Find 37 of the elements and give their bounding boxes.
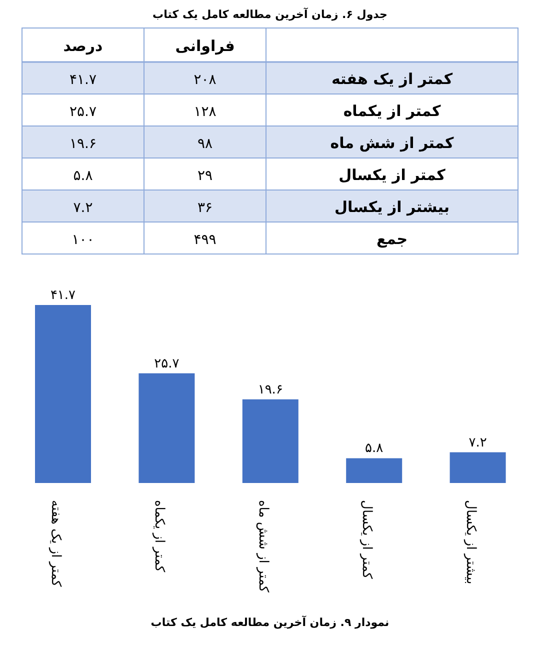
data-label: ۴۱.۷ bbox=[50, 288, 76, 303]
text: ۴۱.۷ bbox=[69, 72, 97, 88]
text: ۱۰۰ bbox=[72, 232, 94, 248]
x-tick-label: کمتر از یکماه bbox=[152, 500, 167, 573]
text: ۵.۸ bbox=[73, 168, 93, 184]
text: ۲۰۸ bbox=[194, 72, 216, 88]
bar bbox=[35, 305, 91, 483]
text: ۲۵.۷ bbox=[69, 104, 97, 120]
text: جدول ۶. زمان آخرین مطالعه کامل یک کتاب bbox=[152, 7, 388, 21]
text: ۱۹.۶ bbox=[69, 136, 97, 152]
x-tick-label: کمتر از یکسال bbox=[359, 500, 374, 580]
category-label: کمتر از یک هفته bbox=[331, 70, 453, 88]
category-label: فراوانی bbox=[175, 37, 235, 55]
text: نمودار ۹. زمان آخرین مطالعه کامل یک کتاب bbox=[150, 615, 390, 629]
data-label: ۷.۲ bbox=[468, 435, 487, 450]
text: ۲۹ bbox=[197, 168, 213, 184]
text: ۴۹۹ bbox=[194, 232, 216, 248]
bar bbox=[242, 399, 298, 483]
text: ۱۲۸ bbox=[194, 104, 216, 120]
x-tick-label: کمتر از شش ماه bbox=[255, 500, 270, 594]
x-tick-label: کمتر از یک هفته bbox=[48, 500, 63, 588]
bar bbox=[138, 373, 195, 483]
text: ۷.۲ bbox=[73, 200, 93, 216]
category-label: درصد bbox=[63, 37, 104, 55]
bar bbox=[346, 458, 402, 483]
category-label: کمتر از یکسال bbox=[338, 166, 446, 184]
category-label: جمع bbox=[376, 230, 408, 248]
bar bbox=[450, 452, 506, 483]
category-label: بیشتر از یکسال bbox=[334, 198, 450, 216]
data-label: ۱۹.۶ bbox=[258, 382, 283, 398]
category-label: کمتر از یکماه bbox=[343, 102, 441, 120]
text: ۳۶ bbox=[197, 200, 213, 216]
data-label: ۵.۸ bbox=[365, 441, 384, 456]
data-label: ۲۵.۷ bbox=[154, 356, 180, 372]
text: ۹۸ bbox=[197, 136, 213, 152]
category-label: کمتر از شش ماه bbox=[330, 134, 454, 152]
x-tick-label: بیشتر از یکسال bbox=[462, 500, 478, 584]
